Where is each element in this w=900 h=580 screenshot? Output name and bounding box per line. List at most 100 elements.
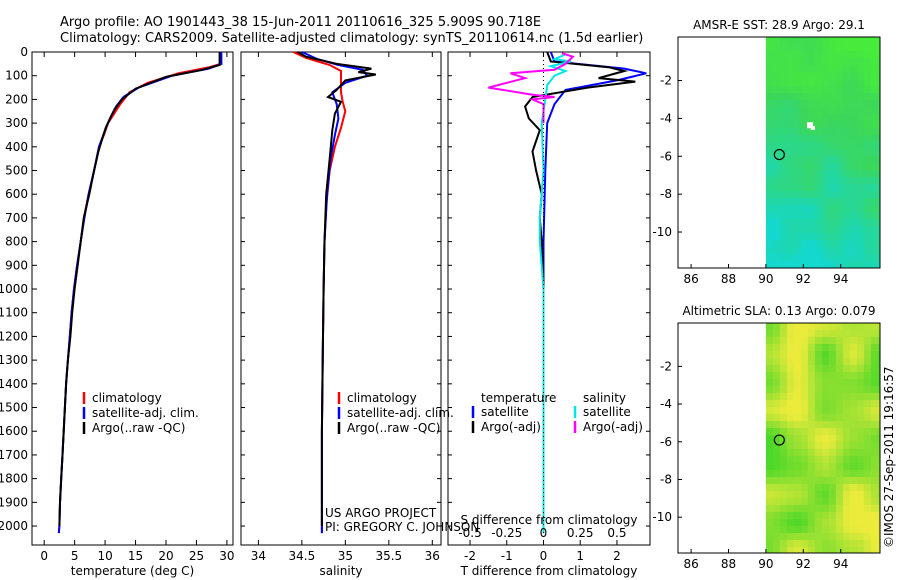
map-cell bbox=[786, 547, 795, 554]
map-cell bbox=[786, 58, 795, 66]
map-cell bbox=[800, 163, 809, 171]
map-cell bbox=[807, 323, 816, 331]
map-cell bbox=[870, 337, 879, 345]
map-cell bbox=[877, 184, 881, 192]
map-cell bbox=[772, 261, 781, 269]
map-cell bbox=[814, 205, 823, 213]
map-cell bbox=[793, 449, 802, 457]
map-cell bbox=[821, 505, 830, 513]
y-tick-label: -10 bbox=[652, 510, 672, 524]
map-cell bbox=[779, 421, 788, 429]
map-cell bbox=[800, 463, 809, 471]
map-cell bbox=[863, 519, 872, 527]
map-cell bbox=[765, 435, 774, 443]
map-cell bbox=[800, 379, 809, 387]
map-cell bbox=[849, 414, 858, 422]
map-cell bbox=[842, 93, 851, 101]
map-cell bbox=[821, 456, 830, 464]
map-cell bbox=[856, 219, 865, 227]
map-cell bbox=[793, 330, 802, 338]
map-cell bbox=[793, 149, 802, 157]
map-cell bbox=[772, 484, 781, 492]
map-cell bbox=[842, 386, 851, 394]
map-cell bbox=[863, 37, 872, 45]
map-cell bbox=[842, 505, 851, 513]
map-cell bbox=[828, 372, 837, 380]
map-cell bbox=[779, 330, 788, 338]
map-cell bbox=[877, 86, 881, 94]
map-cell bbox=[877, 512, 881, 520]
map-cell bbox=[821, 191, 830, 199]
map-cell bbox=[849, 233, 858, 241]
map-cell bbox=[765, 86, 774, 94]
map-cell bbox=[842, 491, 851, 499]
map-cell bbox=[849, 79, 858, 87]
map-cell bbox=[814, 351, 823, 359]
map-frame bbox=[677, 322, 881, 554]
map-cell bbox=[849, 114, 858, 122]
map-cell bbox=[842, 156, 851, 164]
map-cell bbox=[772, 51, 781, 59]
map-cell bbox=[870, 519, 879, 527]
map-cell bbox=[807, 393, 816, 401]
map-cell bbox=[765, 491, 774, 499]
map-cell bbox=[814, 100, 823, 108]
top-axis-label: S difference from climatology bbox=[461, 513, 638, 527]
map-cell bbox=[835, 100, 844, 108]
map-cell bbox=[856, 533, 865, 541]
map-cell bbox=[856, 86, 865, 94]
map-cell bbox=[821, 142, 830, 150]
map-cell bbox=[877, 149, 881, 157]
map-cell bbox=[772, 37, 781, 45]
map-cell bbox=[842, 205, 851, 213]
map-cell bbox=[807, 226, 816, 234]
map-cell bbox=[793, 456, 802, 464]
map-cell bbox=[765, 498, 774, 506]
map-cell bbox=[870, 351, 879, 359]
map-cell bbox=[779, 58, 788, 66]
map-cell bbox=[779, 519, 788, 527]
map-cell bbox=[877, 177, 881, 185]
map-cell bbox=[814, 93, 823, 101]
map-cell bbox=[807, 114, 816, 122]
map-cell bbox=[779, 93, 788, 101]
map-cell bbox=[870, 365, 879, 373]
map-cell bbox=[786, 379, 795, 387]
map-frame bbox=[677, 36, 881, 269]
map-cell bbox=[807, 51, 816, 59]
map-cell bbox=[877, 58, 881, 66]
map-cell bbox=[849, 330, 858, 338]
map-cell bbox=[849, 519, 858, 527]
map-cell bbox=[814, 107, 823, 115]
s-tick-label: 0.5 bbox=[607, 526, 626, 540]
map-cell bbox=[800, 400, 809, 408]
map-cell bbox=[828, 205, 837, 213]
map-cell bbox=[821, 519, 830, 527]
map-cell bbox=[779, 407, 788, 415]
x-tick-label: 35.5 bbox=[375, 549, 402, 563]
map-cell bbox=[849, 442, 858, 450]
map-cell bbox=[856, 240, 865, 248]
y-tick-label: -6 bbox=[660, 149, 672, 163]
map-cell bbox=[870, 463, 879, 471]
map-cell bbox=[765, 261, 774, 269]
map-cell bbox=[828, 163, 837, 171]
map-cell bbox=[814, 44, 823, 52]
map-cell bbox=[765, 51, 774, 59]
map-cell bbox=[772, 226, 781, 234]
map-cell bbox=[863, 414, 872, 422]
map-cell bbox=[807, 72, 816, 80]
map-cell bbox=[877, 540, 881, 548]
map-cell bbox=[863, 212, 872, 220]
map-cell bbox=[877, 114, 881, 122]
map-cell bbox=[765, 442, 774, 450]
map-cell bbox=[772, 135, 781, 143]
map-cell bbox=[807, 533, 816, 541]
map-cell bbox=[786, 526, 795, 534]
map-cell bbox=[821, 547, 830, 554]
map-cell bbox=[835, 344, 844, 352]
map-cell bbox=[877, 449, 881, 457]
map-cell bbox=[765, 540, 774, 548]
map-cell bbox=[828, 226, 837, 234]
map-cell bbox=[786, 191, 795, 199]
